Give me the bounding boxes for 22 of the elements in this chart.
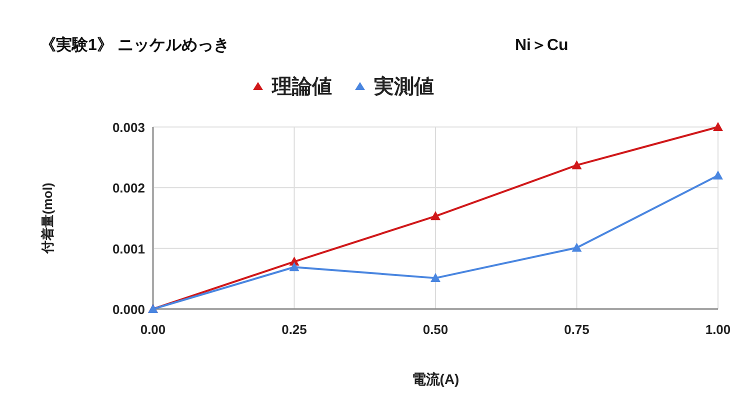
legend-label: 実測値	[373, 75, 434, 98]
y-tick-label: 0.003	[112, 120, 145, 135]
x-tick-label: 0.00	[140, 322, 166, 337]
point	[572, 160, 582, 170]
y-tick-label: 0.002	[112, 180, 145, 196]
point	[430, 273, 440, 282]
y-tick-label: 0.001	[112, 241, 145, 256]
point	[713, 122, 723, 131]
y-tick-label: 0.000	[112, 302, 145, 317]
x-tick-label: 0.75	[564, 322, 590, 337]
x-tick-label: 0.25	[282, 322, 307, 337]
text: Ni＞Cu	[515, 37, 568, 54]
legend-label: 理論値	[271, 75, 332, 98]
point	[289, 262, 300, 272]
x-axis-title: 電流(A)	[412, 371, 460, 387]
x-tick-label: 0.50	[422, 322, 448, 337]
point	[713, 170, 723, 180]
chart-title: 《実験1》 ニッケルめっき	[40, 35, 230, 54]
x-tick-label: 1.00	[705, 322, 731, 337]
point	[430, 211, 440, 220]
point	[572, 242, 582, 252]
y-axis-title: 付着量(mol)	[40, 182, 55, 254]
